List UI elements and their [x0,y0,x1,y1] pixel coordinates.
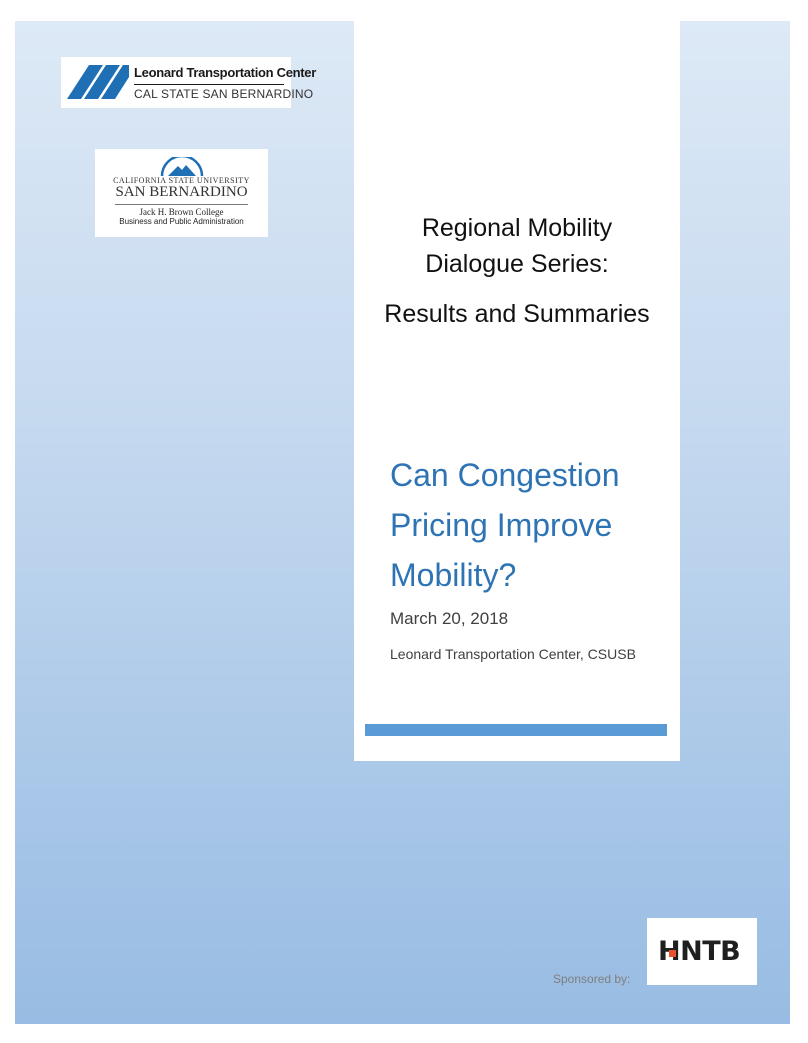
ltc-logo-divider [134,84,284,85]
hntb-orange-mark-icon [669,950,676,957]
hntb-logo: HNTB [647,918,757,985]
document-title-line-3: Mobility? [390,557,517,593]
csusb-logo-divider [115,204,248,205]
title-panel [354,21,680,761]
csusb-college-name: Jack H. Brown College [139,207,224,217]
document-date: March 20, 2018 [390,609,509,628]
csusb-department-name: Business and Public Administration [119,217,244,226]
csusb-campus-name: SAN BERNARDINO [115,184,248,200]
csusb-university-name: CALIFORNIA STATE UNIVERSITY [113,176,250,185]
series-title: Regional Mobility Dialogue Series: Resul… [354,210,680,332]
series-title-line-1: Regional Mobility [421,214,613,242]
series-title-line-2: Dialogue Series: [425,250,609,278]
ltc-logo-campus: CAL STATE SAN BERNARDINO [134,87,314,101]
document-title-line-1: Can Congestion [390,457,620,493]
document-title: Can Congestion Pricing Improve Mobility? [390,450,675,600]
sponsored-by-label: Sponsored by: [553,972,631,986]
ltc-logo-name: Leonard Transportation Center [134,65,316,80]
csusb-logo: CALIFORNIA STATE UNIVERSITY SAN BERNARDI… [95,149,268,237]
road-stripes-logo-icon [67,65,129,99]
accent-bar [365,724,667,736]
series-title-line-3: Results and Summaries [384,300,650,328]
ltc-logo: Leonard Transportation Center CAL STATE … [61,57,316,108]
document-organization: Leonard Transportation Center, CSUSB [390,646,636,662]
mountain-arc-logo-icon [160,157,204,177]
document-title-line-2: Pricing Improve [390,507,613,543]
